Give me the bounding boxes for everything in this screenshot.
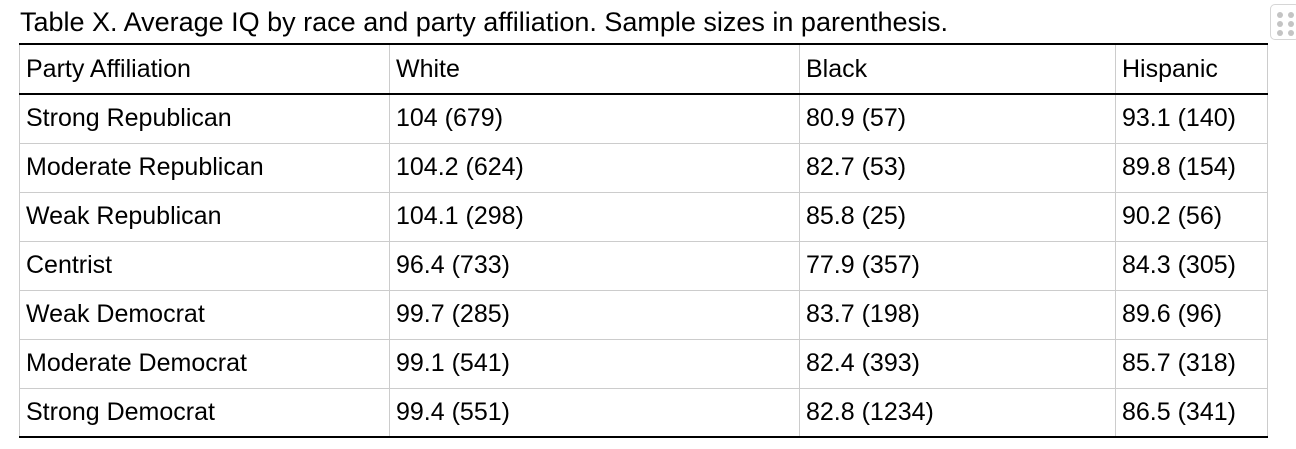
- cell-hispanic: 93.1 (140): [1115, 93, 1268, 144]
- table-row: Strong Republican 104 (679) 80.9 (57) 93…: [19, 93, 1268, 144]
- cell-black: 83.7 (198): [799, 289, 1116, 340]
- iq-table: Party Affiliation White Black Hispanic S…: [19, 43, 1268, 438]
- table-row: Weak Democrat 99.7 (285) 83.7 (198) 89.6…: [19, 289, 1268, 340]
- cell-hispanic: 86.5 (341): [1115, 387, 1268, 438]
- header-party-affiliation: Party Affiliation: [19, 43, 390, 95]
- cell-party: Weak Republican: [19, 191, 390, 242]
- header-black: Black: [799, 43, 1116, 95]
- table-caption: Table X. Average IQ by race and party af…: [20, 7, 949, 37]
- cell-black: 80.9 (57): [799, 93, 1116, 144]
- cell-party: Moderate Republican: [19, 142, 390, 193]
- table-row: Strong Democrat 99.4 (551) 82.8 (1234) 8…: [19, 387, 1268, 438]
- cell-party: Weak Democrat: [19, 289, 390, 340]
- drag-dot: [1288, 12, 1294, 18]
- table-row: Moderate Republican 104.2 (624) 82.7 (53…: [19, 142, 1268, 193]
- cell-white: 99.7 (285): [389, 289, 800, 340]
- cell-party: Centrist: [19, 240, 390, 291]
- drag-dot: [1288, 30, 1294, 36]
- cell-hispanic: 84.3 (305): [1115, 240, 1268, 291]
- cell-hispanic: 90.2 (56): [1115, 191, 1268, 242]
- cell-white: 104.2 (624): [389, 142, 800, 193]
- drag-handle-icon[interactable]: [1270, 4, 1296, 40]
- cell-white: 104.1 (298): [389, 191, 800, 242]
- cell-hispanic: 89.8 (154): [1115, 142, 1268, 193]
- cell-white: 96.4 (733): [389, 240, 800, 291]
- cell-black: 82.4 (393): [799, 338, 1116, 389]
- drag-dot: [1277, 30, 1283, 36]
- cell-party: Strong Democrat: [19, 387, 390, 438]
- table-row: Weak Republican 104.1 (298) 85.8 (25) 90…: [19, 191, 1268, 242]
- table-header-row: Party Affiliation White Black Hispanic: [19, 43, 1268, 95]
- table-row: Centrist 96.4 (733) 77.9 (357) 84.3 (305…: [19, 240, 1268, 291]
- cell-white: 99.1 (541): [389, 338, 800, 389]
- cell-hispanic: 89.6 (96): [1115, 289, 1268, 340]
- cell-black: 77.9 (357): [799, 240, 1116, 291]
- cell-black: 85.8 (25): [799, 191, 1116, 242]
- cell-white: 104 (679): [389, 93, 800, 144]
- drag-dot: [1288, 21, 1294, 27]
- header-white: White: [389, 43, 800, 95]
- drag-dot: [1277, 21, 1283, 27]
- cell-party: Strong Republican: [19, 93, 390, 144]
- cell-black: 82.8 (1234): [799, 387, 1116, 438]
- header-hispanic: Hispanic: [1115, 43, 1268, 95]
- cell-hispanic: 85.7 (318): [1115, 338, 1268, 389]
- cell-party: Moderate Democrat: [19, 338, 390, 389]
- cell-white: 99.4 (551): [389, 387, 800, 438]
- table-row: Moderate Democrat 99.1 (541) 82.4 (393) …: [19, 338, 1268, 389]
- drag-dot: [1277, 12, 1283, 18]
- cell-black: 82.7 (53): [799, 142, 1116, 193]
